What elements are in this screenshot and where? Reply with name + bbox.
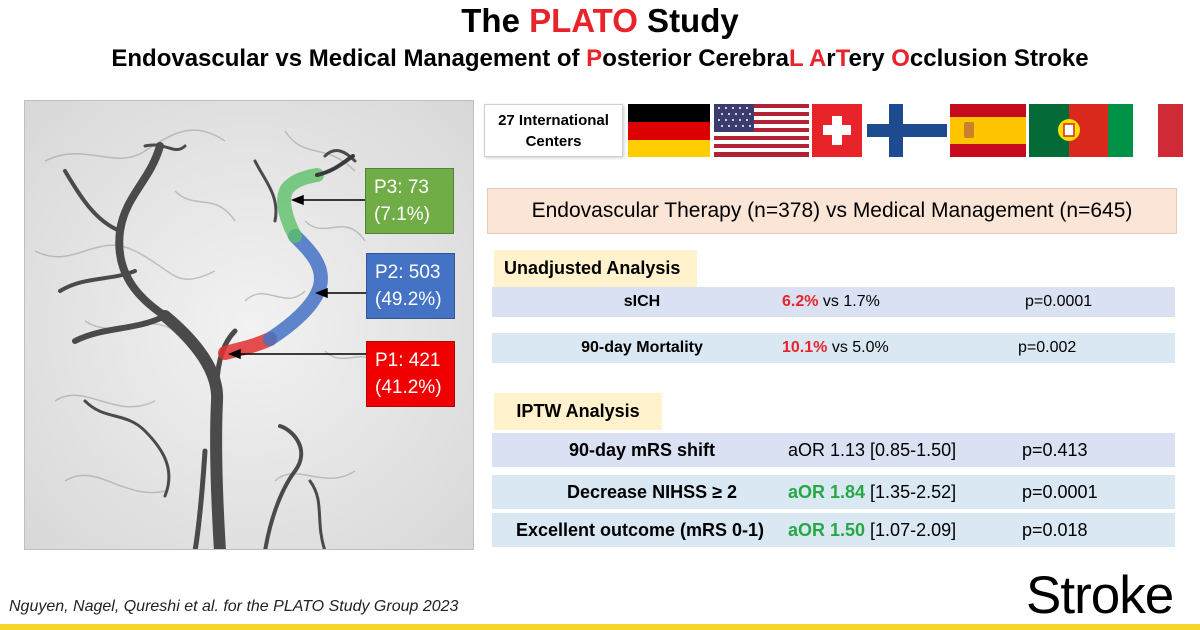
usa-flag-icon — [714, 104, 809, 157]
spain-flag-icon — [950, 104, 1026, 157]
switzerland-flag-icon — [812, 104, 862, 157]
finland-flag-icon — [867, 104, 947, 157]
italy-flag-icon — [1108, 104, 1183, 157]
stroke-journal-logo: Stroke — [1026, 566, 1174, 625]
germany-flag-icon — [628, 104, 710, 157]
iptw-analysis-heading: IPTW Analysis — [494, 393, 662, 430]
table-row-sich: sICH 6.2% vs 1.7% p=0.0001 — [492, 287, 1175, 317]
centers-box: 27 International Centers — [484, 104, 623, 157]
p2-segment-label: P2: 503 (49.2%) — [366, 253, 455, 319]
table-row-mrs-shift: 90-day mRS shift aOR 1.13 [0.85-1.50] p=… — [492, 433, 1175, 467]
table-row-excellent-outcome: Excellent outcome (mRS 0-1) aOR 1.50 [1.… — [492, 513, 1175, 547]
title-accent: PLATO — [529, 2, 638, 39]
comparison-banner: Endovascular Therapy (n=378) vs Medical … — [487, 188, 1177, 234]
bottom-accent-bar — [0, 624, 1200, 630]
p1-segment-label: P1: 421 (41.2%) — [366, 341, 455, 407]
unadjusted-analysis-heading: Unadjusted Analysis — [494, 250, 697, 287]
p3-segment-label: P3: 73 (7.1%) — [365, 168, 454, 234]
table-row-mortality: 90-day Mortality 10.1% vs 5.0% p=0.002 — [492, 333, 1175, 363]
citation-text: Nguyen, Nagel, Qureshi et al. for the PL… — [9, 598, 459, 615]
table-row-nihss: Decrease NIHSS ≥ 2 aOR 1.84 [1.35-2.52] … — [492, 475, 1175, 509]
page-title: The PLATO Study — [461, 2, 739, 39]
page-subtitle: Endovascular vs Medical Management of Po… — [111, 45, 1089, 72]
